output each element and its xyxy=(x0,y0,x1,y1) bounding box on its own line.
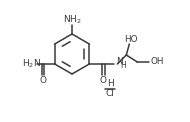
Text: H: H xyxy=(107,80,113,88)
Text: OH: OH xyxy=(150,57,164,66)
Text: O: O xyxy=(39,76,46,85)
Text: O: O xyxy=(100,76,107,85)
Text: H: H xyxy=(120,61,126,71)
Text: N: N xyxy=(116,57,123,66)
Text: H$_2$N: H$_2$N xyxy=(22,58,41,70)
Text: NH$_2$: NH$_2$ xyxy=(63,13,81,26)
Text: Cl: Cl xyxy=(106,90,114,98)
Text: HO: HO xyxy=(125,35,138,44)
